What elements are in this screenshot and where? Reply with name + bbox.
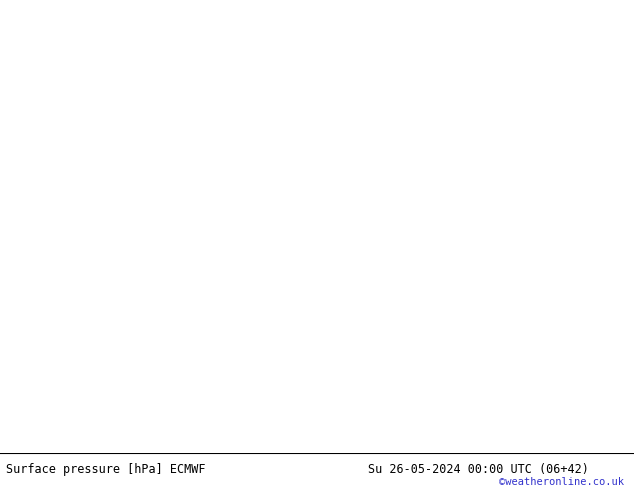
Text: ©weatheronline.co.uk: ©weatheronline.co.uk [500, 477, 624, 487]
Text: Su 26-05-2024 00:00 UTC (06+42): Su 26-05-2024 00:00 UTC (06+42) [368, 463, 588, 476]
Text: Surface pressure [hPa] ECMWF: Surface pressure [hPa] ECMWF [6, 463, 206, 476]
